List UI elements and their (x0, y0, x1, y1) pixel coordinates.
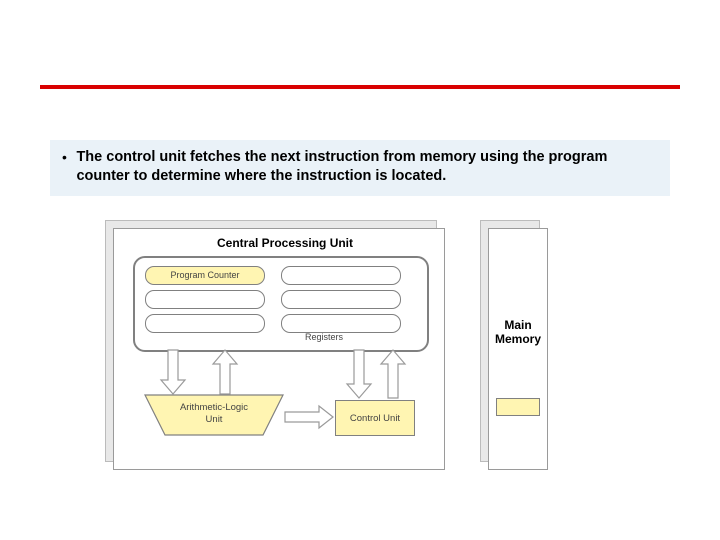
register-slot (281, 290, 401, 309)
register-slot (145, 290, 265, 309)
memory-panel (488, 228, 548, 470)
bullet-text: The control unit fetches the next instru… (76, 148, 636, 186)
program-counter: Program Counter (145, 266, 265, 285)
register-slot (281, 266, 401, 285)
registers-label: Registers (305, 332, 343, 342)
register-slot (281, 314, 401, 333)
control-unit: Control Unit (335, 400, 415, 436)
title-underline (40, 85, 680, 89)
bullet-callout: • The control unit fetches the next inst… (50, 140, 670, 196)
memory-title: Main Memory (493, 318, 543, 346)
control-unit-label: Control Unit (350, 413, 400, 424)
cpu-memory-diagram: Central Processing Unit Program Counter … (105, 220, 605, 468)
cpu-title: Central Processing Unit (185, 236, 385, 250)
bullet-marker: • (62, 148, 72, 166)
register-slot (145, 314, 265, 333)
memory-cell (496, 398, 540, 416)
